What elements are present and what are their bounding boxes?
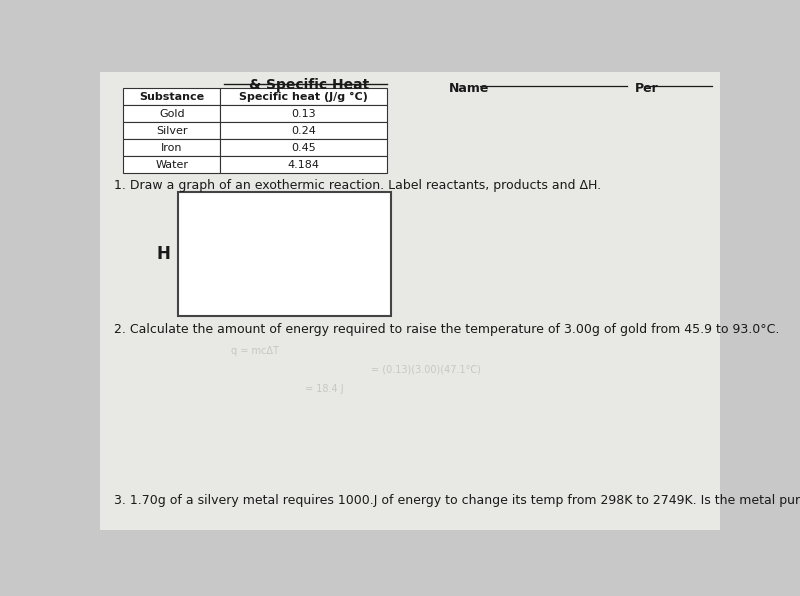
Bar bbox=[220, 105, 386, 122]
Bar bbox=[220, 122, 386, 139]
Bar bbox=[220, 88, 386, 105]
Bar bbox=[123, 122, 220, 139]
Text: Specific heat (J/g °C): Specific heat (J/g °C) bbox=[239, 92, 368, 102]
Text: Substance: Substance bbox=[139, 92, 204, 102]
Text: 4.184: 4.184 bbox=[287, 160, 319, 170]
Text: Silver: Silver bbox=[156, 126, 187, 136]
Bar bbox=[178, 192, 390, 316]
Bar bbox=[220, 139, 386, 156]
Text: 0.13: 0.13 bbox=[291, 109, 316, 119]
Text: 0.45: 0.45 bbox=[291, 143, 316, 153]
Text: H: H bbox=[157, 245, 170, 263]
Text: Iron: Iron bbox=[161, 143, 182, 153]
Text: & Specific Heat: & Specific Heat bbox=[249, 77, 370, 92]
Text: Name: Name bbox=[449, 82, 489, 95]
Text: Per: Per bbox=[634, 82, 658, 95]
Text: 1. Draw a graph of an exothermic reaction. Label reactants, products and ΔH.: 1. Draw a graph of an exothermic reactio… bbox=[114, 179, 601, 193]
Text: = (0.13)(3.00)(47.1°C): = (0.13)(3.00)(47.1°C) bbox=[370, 365, 481, 375]
Text: q = mcΔT: q = mcΔT bbox=[231, 346, 279, 356]
Text: Gold: Gold bbox=[159, 109, 185, 119]
Bar bbox=[123, 88, 220, 105]
Text: 2. Calculate the amount of energy required to raise the temperature of 3.00g of : 2. Calculate the amount of energy requir… bbox=[114, 322, 779, 336]
Text: 0.24: 0.24 bbox=[291, 126, 316, 136]
Bar bbox=[123, 156, 220, 173]
Text: 3. 1.70g of a silvery metal requires 1000.J of energy to change its temp from 29: 3. 1.70g of a silvery metal requires 100… bbox=[114, 494, 800, 507]
Text: = 18.4 J: = 18.4 J bbox=[306, 384, 344, 394]
Bar bbox=[220, 156, 386, 173]
Bar bbox=[123, 139, 220, 156]
Text: Water: Water bbox=[155, 160, 188, 170]
Bar bbox=[123, 105, 220, 122]
